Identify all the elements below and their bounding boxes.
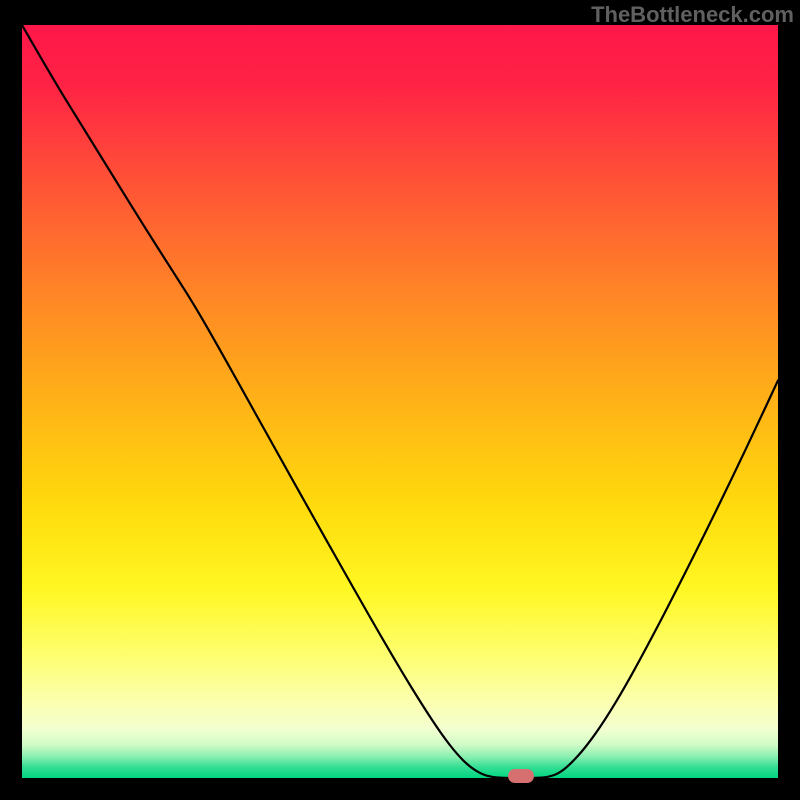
- bottleneck-curve: [22, 25, 778, 778]
- plot-area: [22, 25, 778, 778]
- optimal-marker: [508, 769, 534, 783]
- attribution-label: TheBottleneck.com: [591, 2, 794, 28]
